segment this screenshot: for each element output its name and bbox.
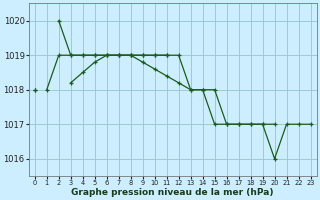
X-axis label: Graphe pression niveau de la mer (hPa): Graphe pression niveau de la mer (hPa) [71, 188, 274, 197]
